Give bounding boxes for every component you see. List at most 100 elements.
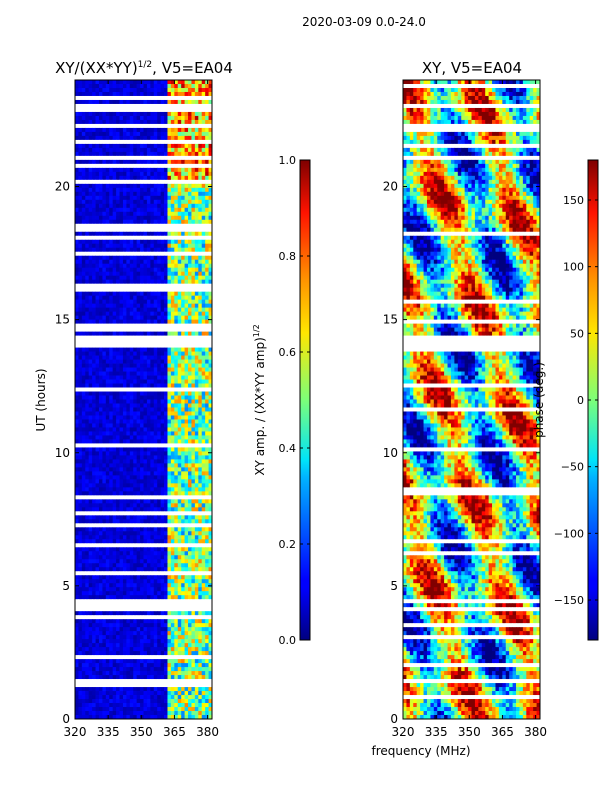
heatmap-cell <box>102 319 107 325</box>
heatmap-cell <box>116 155 120 161</box>
heatmap-cell <box>98 163 103 169</box>
heatmap-cell <box>164 131 168 137</box>
heatmap-cell <box>140 495 144 500</box>
heatmap-cell <box>177 291 182 297</box>
heatmap-cell <box>95 467 100 472</box>
heatmap-cell <box>177 83 182 89</box>
heatmap-cell <box>109 559 114 564</box>
heatmap-cell <box>81 163 86 169</box>
heatmap-cell <box>129 147 134 153</box>
heatmap-cell <box>129 479 134 484</box>
heatmap-cell <box>129 91 134 97</box>
heatmap-cell <box>129 111 134 117</box>
heatmap-cell <box>167 223 172 229</box>
heatmap-cell <box>119 407 124 412</box>
heatmap-cell <box>184 499 189 504</box>
heatmap-cell <box>81 219 86 225</box>
heatmap-cell <box>205 243 209 249</box>
heatmap-cell <box>122 243 127 249</box>
heatmap-cell <box>95 223 100 229</box>
heatmap-cell <box>105 275 110 281</box>
heatmap-cell <box>112 431 117 436</box>
heatmap-cell <box>143 243 148 249</box>
heatmap-cell <box>140 483 144 488</box>
heatmap-cell <box>191 299 196 305</box>
heatmap-cell <box>150 255 155 261</box>
heatmap-cell <box>181 215 185 221</box>
heatmap-cell <box>109 395 114 400</box>
heatmap-cell <box>92 223 96 229</box>
heatmap-cell <box>201 555 206 560</box>
heatmap-cell <box>146 471 151 476</box>
heatmap-cell <box>181 351 185 356</box>
heatmap-cell <box>116 471 120 476</box>
heatmap-cell <box>129 195 134 201</box>
heatmap-cell <box>164 315 168 321</box>
heatmap-cell <box>170 531 175 536</box>
heatmap-cell <box>157 219 162 225</box>
heatmap-cell <box>150 307 155 313</box>
heatmap-cell <box>181 163 185 169</box>
heatmap-cell <box>177 395 182 400</box>
heatmap-cell <box>140 111 144 117</box>
heatmap-cell <box>105 227 110 233</box>
heatmap-cell <box>75 455 79 460</box>
heatmap-cell <box>95 263 100 269</box>
heatmap-cell <box>160 259 165 265</box>
heatmap-cell <box>140 447 144 452</box>
heatmap-cell <box>174 371 179 376</box>
heatmap-cell <box>85 443 90 448</box>
heatmap-cell <box>122 375 127 380</box>
heatmap-cell <box>201 351 206 356</box>
heatmap-cell <box>88 283 93 289</box>
heatmap-cell <box>194 443 199 448</box>
heatmap-cell <box>181 271 185 277</box>
heatmap-cell <box>188 147 192 153</box>
heatmap-cell <box>119 315 124 321</box>
heatmap-cell <box>78 291 83 297</box>
heatmap-cell <box>116 175 120 181</box>
heatmap-cell <box>102 563 107 568</box>
heatmap-cell <box>184 275 189 281</box>
heatmap-cell <box>157 391 162 396</box>
heatmap-cell <box>205 487 209 492</box>
heatmap-cell <box>105 119 110 125</box>
heatmap-cell <box>188 431 192 436</box>
heatmap-cell <box>205 391 209 396</box>
heatmap-cell <box>85 543 90 548</box>
heatmap-cell <box>164 547 168 552</box>
heatmap-cell <box>188 419 192 424</box>
heatmap-cell <box>153 483 158 488</box>
heatmap-cell <box>109 459 114 464</box>
heatmap-cell <box>157 507 162 512</box>
heatmap-cell <box>116 535 120 540</box>
heatmap-cell <box>167 495 172 500</box>
heatmap-cell <box>188 143 192 149</box>
heatmap-cell <box>95 103 100 109</box>
heatmap-cell <box>177 359 182 364</box>
heatmap-cell <box>167 179 172 185</box>
heatmap-cell <box>116 499 120 504</box>
heatmap-cell <box>140 423 144 428</box>
heatmap-cell <box>160 515 165 520</box>
heatmap-cell <box>198 475 203 480</box>
heatmap-cell <box>88 171 93 177</box>
heatmap-cell <box>126 555 131 560</box>
heatmap-cell <box>174 531 179 536</box>
heatmap-cell <box>98 307 103 313</box>
heatmap-cell <box>98 203 103 209</box>
heatmap-cell <box>140 335 144 340</box>
heatmap-cell <box>105 271 110 277</box>
heatmap-cell <box>191 415 196 420</box>
heatmap-cell <box>167 159 172 165</box>
heatmap-cell <box>143 403 148 408</box>
heatmap-cell <box>157 211 162 217</box>
heatmap-cell <box>140 263 144 269</box>
heatmap-cell <box>201 311 206 317</box>
heatmap-cell <box>181 287 185 293</box>
heatmap-cell <box>181 243 185 249</box>
heatmap-cell <box>205 431 209 436</box>
heatmap-cell <box>205 375 209 380</box>
heatmap-cell <box>140 455 144 460</box>
heatmap-cell <box>198 555 203 560</box>
